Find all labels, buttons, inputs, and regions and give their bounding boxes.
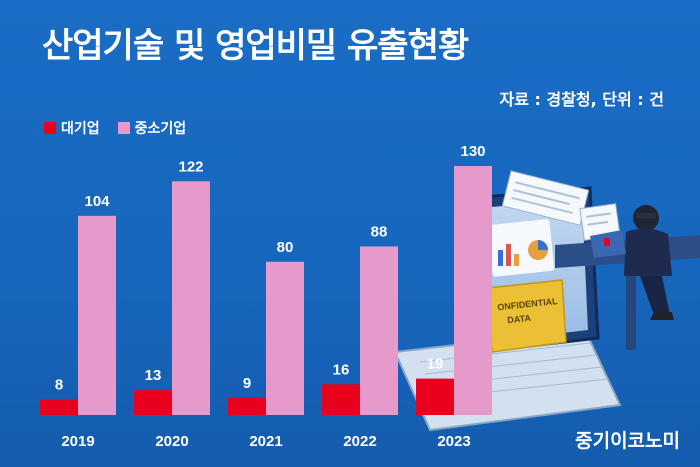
bar-large-2021 — [228, 397, 266, 415]
value-label-large-2021: 9 — [243, 375, 251, 392]
bar-sme-2019 — [78, 215, 116, 415]
legend-swatch-sme — [117, 122, 130, 134]
bar-large-2022 — [322, 384, 360, 415]
svg-text:DATA: DATA — [507, 313, 532, 325]
value-label-sme-2020: 122 — [178, 158, 203, 175]
value-label-large-2023: 19 — [427, 356, 444, 373]
bar-large-2019 — [40, 399, 78, 415]
value-label-sme-2023: 130 — [460, 143, 485, 160]
x-tick-label-2023: 2023 — [437, 433, 470, 450]
legend-swatch-large — [44, 122, 56, 134]
x-tick-label-2021: 2021 — [249, 433, 282, 450]
bar-large-2020 — [134, 390, 172, 415]
bars-layer: 8 104 2019 13 122 2020 9 80 2021 16 88 2022 19 130 202… — [40, 143, 492, 450]
chart-title: 산업기술 및 영업비밀 유출현황 — [42, 26, 469, 66]
bar-sme-2023 — [454, 166, 492, 415]
value-label-sme-2021: 80 — [277, 239, 294, 256]
brand-logo-text: 중기이코노미 — [575, 430, 680, 452]
value-label-large-2020: 13 — [145, 367, 162, 384]
value-label-sme-2022: 88 — [371, 223, 388, 240]
value-label-large-2022: 16 — [333, 361, 350, 378]
bar-sme-2021 — [266, 261, 304, 415]
source-note: 자료 : 경찰청, 단위 : 건 — [499, 90, 665, 109]
legend-item-large: 대기업 — [44, 118, 100, 138]
legend-label-large: 대기업 — [61, 121, 100, 137]
x-tick-label-2020: 2020 — [155, 433, 188, 450]
bar-sme-2022 — [360, 246, 398, 415]
legend: 대기업 중소기업 — [44, 118, 186, 138]
bar-sme-2020 — [172, 181, 210, 415]
value-label-large-2019: 8 — [55, 377, 63, 394]
x-tick-label-2022: 2022 — [343, 433, 376, 450]
bar-large-2023 — [416, 378, 454, 415]
legend-item-sme: 중소기업 — [117, 118, 187, 138]
legend-label-sme: 중소기업 — [134, 121, 187, 137]
value-label-sme-2019: 104 — [84, 193, 110, 210]
x-tick-label-2019: 2019 — [61, 433, 94, 450]
